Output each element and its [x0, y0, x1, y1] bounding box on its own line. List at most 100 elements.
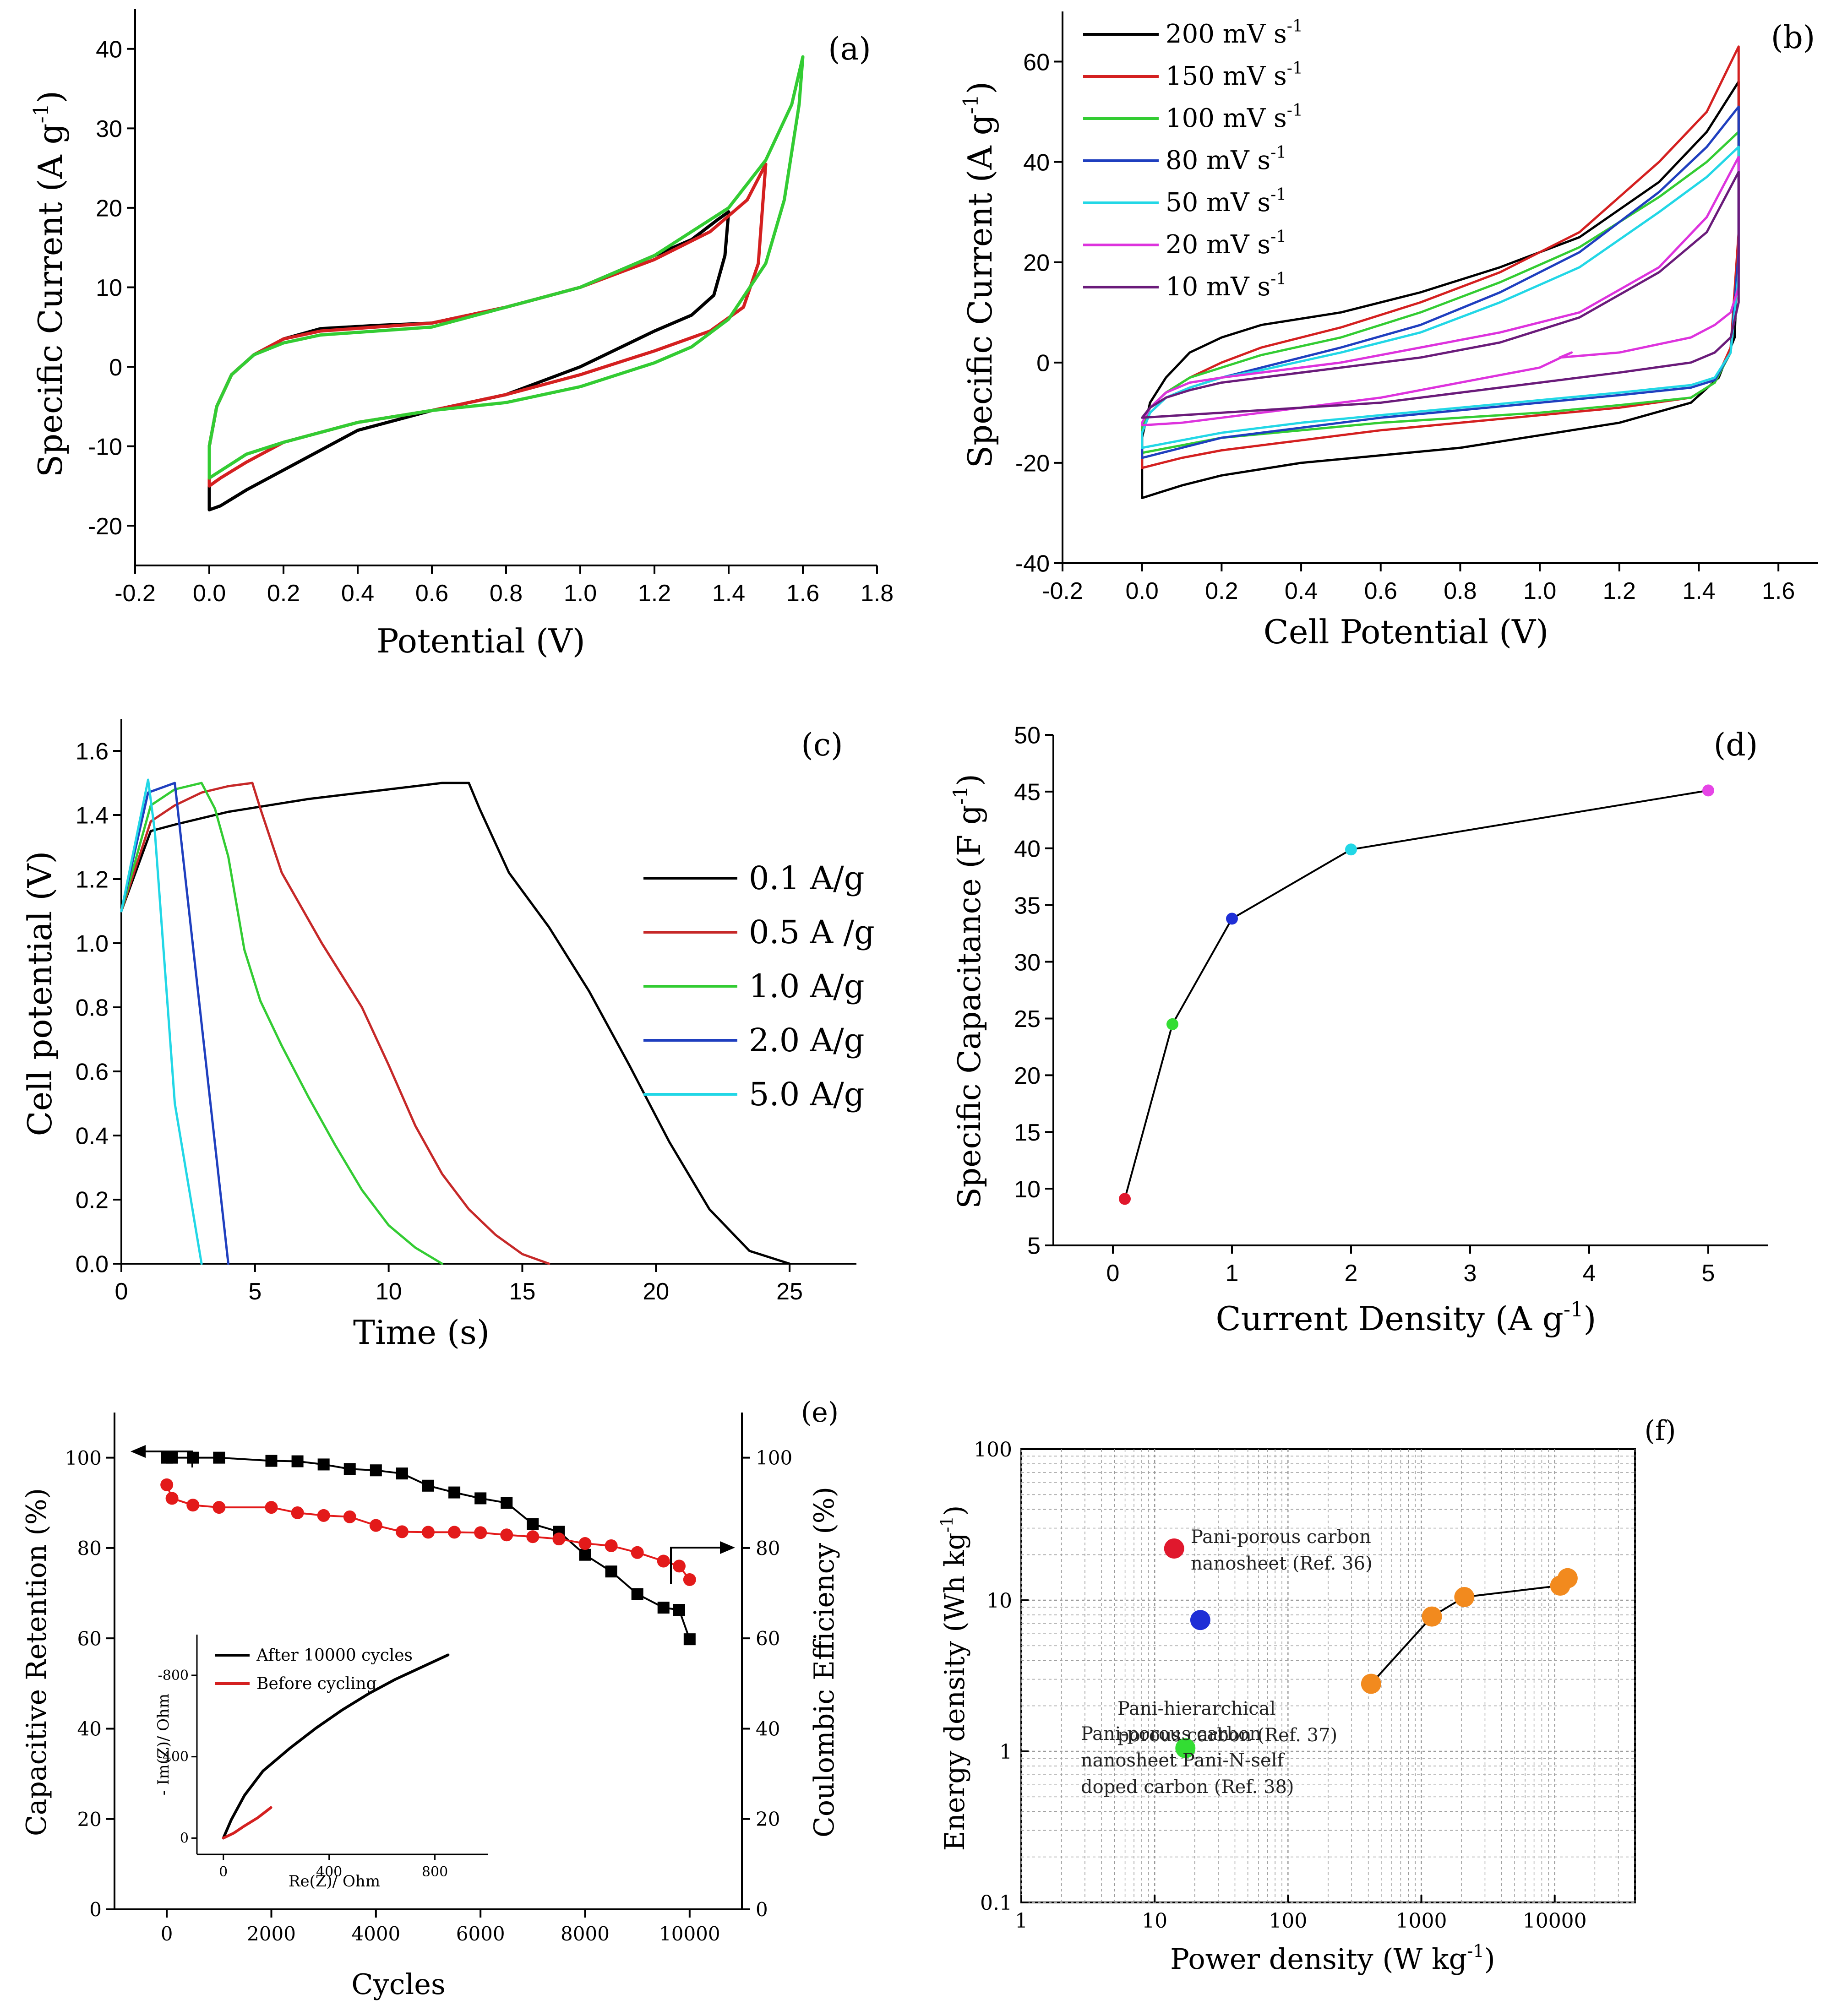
y-axis-title: Cell potential (V): [21, 851, 59, 1136]
y-tick-label: 20: [1014, 1063, 1041, 1089]
x-tick-label: 15: [509, 1278, 536, 1305]
retention-point: [527, 1518, 539, 1530]
y-tick-label: 30: [1014, 949, 1041, 976]
x-tick-label: 10000: [659, 1923, 720, 1945]
y-tick-label: 20: [77, 1808, 102, 1831]
gcd-curve-3: [120, 782, 443, 1265]
x-tick-label: 1.4: [1682, 578, 1715, 604]
x-tick-label: 1.8: [861, 580, 894, 607]
y-tick-label: 35: [1014, 892, 1041, 919]
y-tick-label: 0: [109, 354, 122, 381]
y-tick-label: 40: [1023, 149, 1050, 176]
x-tick-label: 0.4: [1285, 578, 1318, 604]
gcd-curve-1: [120, 782, 791, 1265]
legend-label: 200 mV s-1: [1166, 17, 1303, 49]
inset-legend-label: After 10000 cycles: [256, 1646, 413, 1665]
efficiency-point: [578, 1537, 592, 1550]
retention-point: [631, 1588, 643, 1600]
y-tick-label: -40: [1015, 551, 1050, 577]
efficiency-point: [448, 1526, 461, 1539]
x-tick-label: 1: [1015, 1909, 1028, 1933]
reference-label: nanosheet Pani-N-self: [1081, 1750, 1285, 1771]
panel-a-cv-potential-windows: -0.2 0.0 0.2 0.4 0.6 0.8 1.0 1.2 1.4 1.6 1.8 -20 -10…: [29, 9, 894, 660]
gcd-curve-5: [120, 778, 203, 1265]
inset-legend-label: Before cycling: [256, 1674, 377, 1693]
cv-scan-curve-7: [1141, 171, 1740, 419]
retention-point: [317, 1458, 330, 1471]
efficiency-point: [186, 1499, 200, 1512]
right-axis-arrowhead: [720, 1541, 735, 1554]
inset-x-tick-label: 800: [422, 1864, 448, 1880]
inset-x-tick-label: 0: [219, 1864, 228, 1880]
x-tick-label: 8000: [561, 1923, 610, 1945]
efficiency-point: [422, 1526, 435, 1539]
y-tick-label: 1.0: [76, 931, 109, 957]
inset-y-tick-label: -400: [158, 1749, 189, 1765]
capacitance-point: [1119, 1193, 1131, 1205]
retention-point: [370, 1464, 382, 1477]
legend-label: 50 mV s-1: [1166, 185, 1286, 217]
y-tick-label: 0.6: [76, 1059, 109, 1086]
efficiency-point: [317, 1509, 330, 1522]
x-tick-label: 1.2: [638, 580, 671, 607]
efficiency-point: [369, 1519, 382, 1532]
x-tick-label: 1: [1226, 1260, 1239, 1287]
reference-label: porous carbon (Ref. 37): [1117, 1725, 1337, 1746]
x-tick-label: 3: [1464, 1260, 1477, 1287]
x-tick-label: 100: [1269, 1909, 1307, 1933]
reference-label: nanosheet (Ref. 36): [1191, 1553, 1373, 1574]
legend-label: 10 mV s-1: [1166, 270, 1286, 302]
x-axis-title: Current Density (A g-1): [1216, 1298, 1597, 1338]
left-axis-arrowhead: [131, 1445, 146, 1458]
y-tick-label: 80: [77, 1537, 102, 1560]
retention-point: [291, 1455, 304, 1467]
x-tick-label: 10: [376, 1278, 402, 1305]
efficiency-point: [474, 1526, 487, 1539]
legend-label: 0.5 A /g: [749, 913, 875, 951]
retention-point: [579, 1549, 591, 1561]
inset-x-tick-label: 400: [316, 1864, 342, 1880]
efficiency-point: [673, 1560, 686, 1573]
this-work-point: [1361, 1674, 1381, 1694]
retention-point: [501, 1497, 513, 1509]
retention-point: [422, 1479, 434, 1492]
y-tick-label: 0.2: [76, 1187, 109, 1214]
panel-b-cv-scan-rates: -0.2 0.0 0.2 0.4 0.6 0.8 1.0 1.2 1.4 1.6 -40 -20 0 20…: [959, 11, 1818, 651]
x-tick-label: 1.6: [786, 580, 819, 607]
legend-label: 0.1 A/g: [749, 859, 865, 897]
y-tick-label: 60: [1023, 49, 1050, 76]
y-tick-label: 20: [1023, 250, 1050, 276]
retention-point: [265, 1455, 278, 1467]
inset-y-axis-title: - Im(Z)/ Ohm: [154, 1694, 173, 1795]
reference-label: Pani-porous carbon: [1191, 1527, 1371, 1548]
efficiency-line: [166, 1483, 691, 1581]
y-tick-label: 100: [65, 1447, 102, 1469]
efficiency-point: [605, 1539, 618, 1552]
y-tick-label: 0.0: [76, 1251, 109, 1278]
retention-line: [166, 1456, 691, 1641]
y-tick-label: 100: [974, 1438, 1012, 1462]
x-tick-label: 0.2: [1205, 578, 1238, 604]
retention-point: [605, 1565, 617, 1578]
y-tick-label: 10: [96, 275, 122, 301]
x-axis-title: Cycles: [351, 1967, 446, 2001]
x-tick-label: 10000: [1523, 1909, 1587, 1933]
y-tick-label: 40: [96, 37, 122, 63]
efficiency-point: [552, 1532, 566, 1546]
x-tick-label: 0.8: [490, 580, 523, 607]
x-tick-label: 6000: [456, 1923, 505, 1945]
eis-curve-1: [222, 1653, 450, 1840]
this-work-point: [1422, 1606, 1442, 1627]
y-tick-label: 1.4: [76, 803, 109, 829]
legend-label: 100 mV s-1: [1166, 101, 1303, 133]
y-tick-label: 5: [1027, 1233, 1041, 1260]
x-axis-title: Time (s): [353, 1313, 490, 1352]
x-axis-title: Potential (V): [376, 622, 585, 660]
right-y-tick-label: 0: [756, 1898, 768, 1921]
right-y-tick-label: 20: [756, 1808, 780, 1831]
x-tick-label: 0.2: [267, 580, 300, 607]
x-tick-label: 10: [1142, 1909, 1167, 1933]
reference-point-1: [1164, 1538, 1184, 1559]
panel-label-d: (d): [1714, 727, 1758, 763]
efficiency-point: [657, 1554, 670, 1568]
